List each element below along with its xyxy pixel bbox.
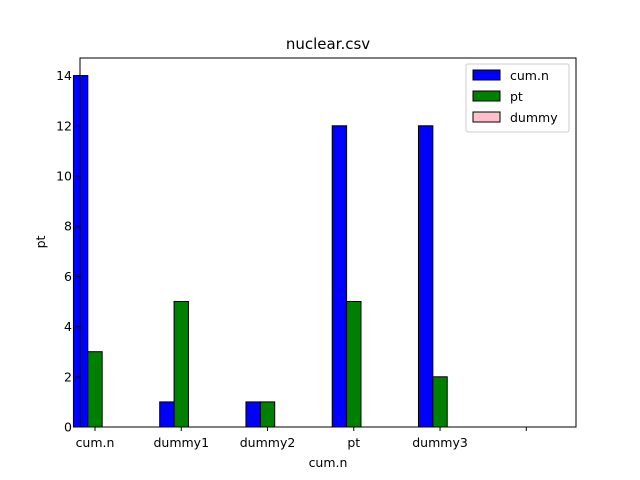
- x-axis-label: cum.n: [309, 455, 348, 470]
- legend-swatch-dummy: [472, 111, 501, 123]
- y-tick-label: 12: [56, 118, 72, 133]
- y-tick-label: 2: [64, 369, 72, 384]
- plot-area-frame: [79, 57, 577, 428]
- legend: cum.n pt dummy: [465, 63, 570, 133]
- y-tick-label: 14: [56, 68, 72, 83]
- bar-pt-4: [432, 376, 448, 428]
- bar-cum.n-0: [72, 75, 89, 428]
- legend-swatch-cum.n: [472, 69, 501, 81]
- bar-pt-2: [259, 401, 276, 428]
- bar-cum.n-4: [417, 125, 434, 428]
- x-tick-label: dummy1: [153, 435, 209, 450]
- legend-label-pt: pt: [510, 89, 523, 104]
- x-axis: cum.n dummy1 dummy2 pt dummy3: [76, 427, 527, 450]
- y-axis-label: pt: [33, 235, 48, 248]
- y-tick-label: 6: [64, 269, 72, 284]
- bars-group: [72, 75, 448, 428]
- x-tick-label: dummy3: [412, 435, 468, 450]
- bar-pt-1: [173, 300, 189, 428]
- legend-swatch-pt: [472, 90, 501, 102]
- x-tick-label: cum.n: [76, 435, 115, 450]
- bar-pt-3: [346, 300, 362, 428]
- bar-cum.n-3: [331, 125, 348, 428]
- legend-label-cum.n: cum.n: [510, 68, 549, 83]
- bar-cum.n-2: [245, 401, 261, 428]
- bar-cum.n-1: [159, 401, 175, 428]
- y-tick-label: 10: [56, 168, 72, 183]
- y-tick-label: 8: [64, 219, 72, 234]
- bar-pt-0: [87, 351, 103, 428]
- y-tick-label: 4: [64, 319, 72, 334]
- y-axis: 0 2 4 6 8 10 12 14: [56, 68, 80, 435]
- x-tick-label: dummy2: [240, 435, 296, 450]
- chart-title: nuclear.csv: [286, 35, 370, 53]
- y-tick-label: 0: [64, 420, 72, 435]
- legend-label-dummy: dummy: [510, 110, 558, 125]
- x-tick-label: pt: [347, 435, 360, 450]
